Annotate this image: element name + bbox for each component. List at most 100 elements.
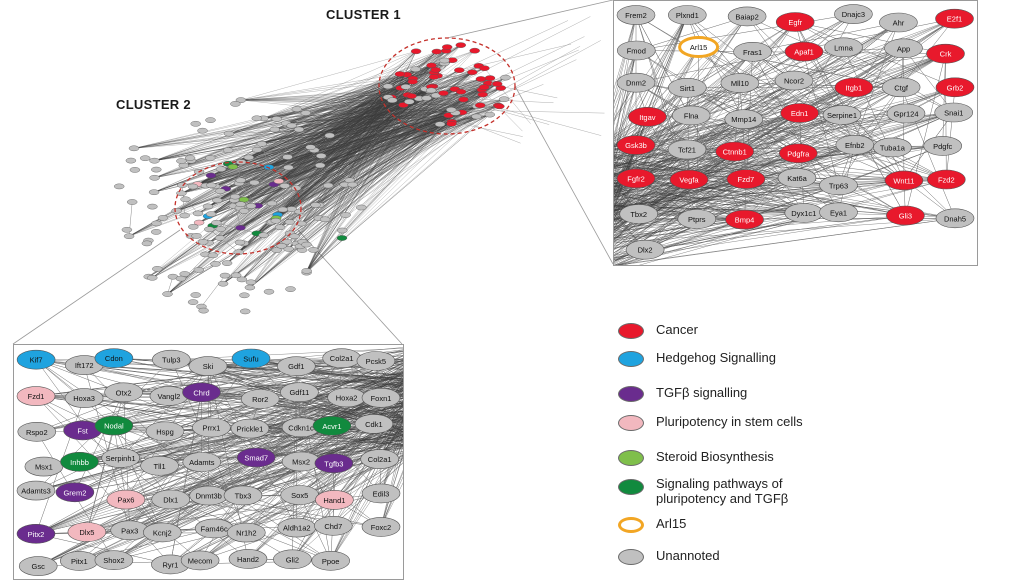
gene-node-label: Fzd1 (28, 392, 45, 401)
overview-node (204, 226, 215, 233)
overview-node (356, 204, 367, 211)
edge (614, 14, 688, 141)
gene-node: Sox5 (280, 485, 320, 505)
gene-node-label: Vegfa (679, 176, 699, 185)
gene-node-label: Dnm2 (626, 79, 646, 88)
gene-node-label: Msx2 (292, 458, 310, 467)
cluster2-zoom-nodes: Kif7 Ift172 Cdon Tulp3 Ski Sufu Gdf1 Col2a1 Pcsk… (16, 348, 401, 576)
overview-node (235, 177, 247, 184)
gene-node: Adamts3 (16, 480, 56, 501)
gene-node-label: Edil3 (373, 489, 390, 498)
gene-node-shape (143, 522, 182, 543)
legend-swatch-steroid (618, 450, 644, 466)
gene-node-label: Adamts3 (21, 487, 51, 496)
overview-node (276, 243, 287, 249)
gene-node-label: Cdon (105, 354, 123, 363)
gene-node-shape (668, 78, 707, 98)
gene-node: Apaf1 (784, 41, 824, 62)
gene-node-label: Tbx3 (235, 491, 252, 500)
overview-node (244, 284, 256, 291)
gene-node: Ctnnb1 (715, 141, 754, 162)
overview-node (274, 224, 286, 230)
gene-node-shape (273, 549, 312, 570)
gene-node: Wnt11 (884, 170, 924, 191)
overview-node (269, 126, 280, 133)
edge (212, 77, 491, 226)
edge (614, 82, 637, 120)
edge (614, 116, 648, 166)
gene-node: App (884, 38, 923, 59)
gene-node-label: Dnajc3 (842, 10, 865, 19)
gene-node-label: Hspg (156, 427, 174, 436)
edge (946, 87, 956, 180)
edge (328, 46, 448, 186)
gene-node-shape (834, 77, 874, 98)
edge (243, 83, 497, 200)
edge (162, 427, 302, 533)
edge (461, 46, 581, 113)
overview-node (202, 203, 214, 210)
gene-node-label: Fst (77, 426, 88, 435)
overview-node (296, 220, 307, 227)
gene-node: Gdf11 (280, 382, 319, 403)
gene-node-label: Nr1h2 (236, 529, 256, 538)
edge (306, 106, 478, 273)
legend-swatch-hedgehog (618, 351, 644, 367)
gene-node-label: E2f1 (947, 15, 962, 24)
overview-node (442, 44, 453, 50)
gene-node-shape (104, 382, 143, 403)
gene-node: Ppoe (311, 551, 351, 571)
gene-node-shape (311, 551, 351, 571)
gene-node-shape (151, 489, 190, 510)
overview-node (263, 288, 275, 295)
edge (84, 364, 403, 384)
gene-node-label: Tll1 (154, 462, 166, 471)
edge (154, 87, 401, 178)
gene-node-label: Itgav (639, 113, 656, 122)
edge (246, 425, 333, 533)
overview-node (315, 162, 326, 169)
gene-node-label: Fzd7 (738, 175, 755, 184)
overview-node (469, 47, 480, 54)
gene-node: Dlx1 (151, 489, 190, 510)
gene-node-shape (616, 40, 656, 61)
gene-node-shape (94, 415, 134, 436)
gene-node-shape (824, 37, 863, 58)
gene-node-shape (280, 382, 319, 403)
gene-node: Tcf21 (667, 139, 707, 160)
overview-node (430, 67, 441, 73)
gene-node-shape (312, 416, 352, 436)
gene-node-shape (16, 480, 56, 501)
cluster1-label: CLUSTER 1 (326, 7, 401, 22)
legend-swatch-pluripotency (618, 415, 644, 431)
gene-node: Arl15 (678, 36, 720, 58)
gene-node: Smad7 (236, 447, 276, 468)
overview-node (300, 110, 311, 116)
overview-node (245, 279, 257, 286)
gene-node: Adamts (182, 452, 222, 472)
edge (249, 105, 481, 288)
gene-node: Snai1 (934, 102, 974, 123)
gene-node-shape (361, 387, 401, 408)
zoom-guide-line (446, 0, 614, 39)
edge (286, 112, 463, 124)
gene-node-label: Adamts (189, 458, 215, 467)
gene-node-label: Col2a1 (330, 354, 354, 363)
gene-node-shape (101, 448, 140, 468)
gene-node-label: Dlx5 (79, 528, 94, 537)
gene-node: Tgfb3 (314, 453, 354, 474)
legend-swatch-tgfb (618, 386, 644, 402)
overview-nodes (113, 42, 511, 315)
edge (380, 469, 403, 527)
edge (743, 119, 805, 214)
gene-node-shape (17, 422, 57, 442)
gene-node-label: Ctnnb1 (723, 148, 747, 157)
gene-node: Gsk3b (616, 135, 656, 155)
edge (407, 20, 569, 96)
edge (129, 358, 252, 531)
gene-node-label: Kif7 (30, 356, 43, 365)
edge (614, 15, 637, 97)
edge (154, 86, 389, 161)
gene-node-label: Pcsk5 (366, 357, 386, 366)
gene-node-label: Tcf21 (678, 146, 696, 155)
